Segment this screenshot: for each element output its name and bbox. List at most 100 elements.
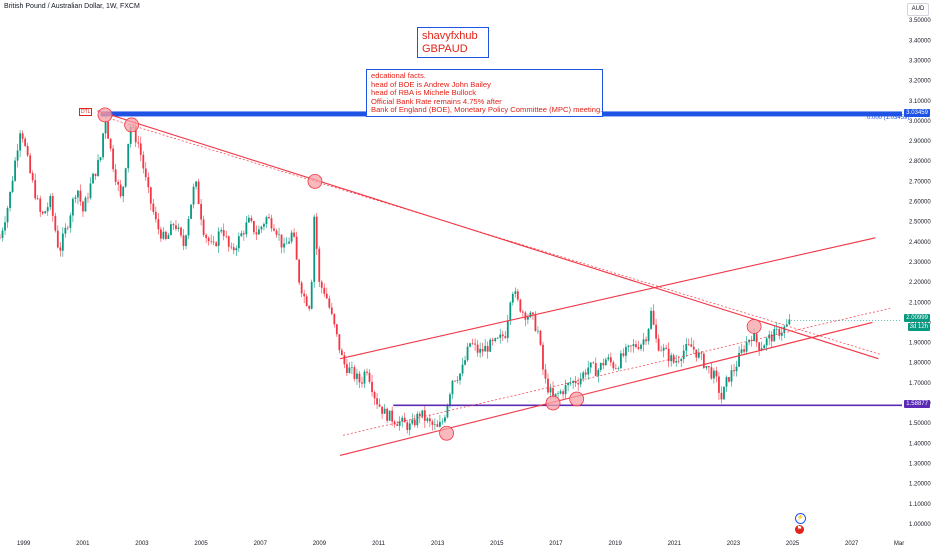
candle-body bbox=[59, 247, 62, 251]
candle-body bbox=[298, 259, 301, 283]
brand-annotation[interactable]: shavyfxhub GBPAUD bbox=[417, 27, 489, 58]
x-tick-label: 2019 bbox=[608, 541, 622, 547]
candle-body bbox=[107, 121, 109, 139]
candle-body bbox=[539, 330, 542, 345]
candle-body bbox=[340, 350, 343, 356]
candle-body bbox=[44, 211, 47, 214]
candle-body bbox=[222, 230, 225, 236]
candle-body bbox=[743, 349, 745, 352]
candle-body bbox=[217, 231, 220, 247]
touch-marker bbox=[97, 107, 113, 123]
candle-body bbox=[775, 328, 778, 330]
candle-body bbox=[159, 229, 162, 239]
candle-body bbox=[200, 204, 203, 220]
candle-body bbox=[242, 233, 245, 235]
candle-body bbox=[361, 382, 363, 384]
candle-body bbox=[210, 241, 213, 242]
candle-body bbox=[534, 314, 537, 332]
candle-body bbox=[64, 227, 67, 234]
candle-body bbox=[330, 307, 333, 314]
candle-body bbox=[454, 380, 456, 382]
candle-body bbox=[446, 404, 449, 418]
currency-selector[interactable]: AUD bbox=[907, 3, 929, 16]
candle-body bbox=[758, 342, 761, 351]
candle-body bbox=[366, 371, 368, 373]
candle-body bbox=[650, 310, 652, 329]
candle-body bbox=[552, 388, 554, 397]
candle-body bbox=[697, 352, 700, 358]
candle-body bbox=[780, 332, 783, 336]
candle-body bbox=[124, 168, 127, 187]
lightning-icon[interactable]: ⚡ bbox=[795, 513, 806, 524]
candle-body bbox=[403, 417, 406, 423]
candle-body bbox=[632, 344, 635, 347]
candle-body bbox=[529, 312, 532, 318]
candle-body bbox=[346, 364, 348, 373]
candle-body bbox=[285, 243, 288, 245]
candle-body bbox=[109, 138, 112, 149]
candle-body bbox=[177, 227, 180, 229]
candle-body bbox=[421, 410, 424, 417]
candle-body bbox=[310, 281, 313, 309]
touch-marker bbox=[569, 391, 585, 407]
candle-body bbox=[162, 231, 165, 239]
flag-icon[interactable]: ⚑ bbox=[795, 525, 804, 534]
candle-body bbox=[690, 344, 693, 347]
candle-body bbox=[71, 198, 74, 216]
candle-body bbox=[69, 215, 72, 228]
candle-body bbox=[406, 422, 409, 430]
candle-body bbox=[625, 347, 627, 356]
candle-body bbox=[700, 352, 703, 354]
candle-body bbox=[252, 220, 255, 233]
candle-body bbox=[303, 293, 306, 297]
candle-body bbox=[733, 370, 735, 372]
candle-body bbox=[617, 368, 620, 369]
candle-body bbox=[449, 394, 451, 405]
candle-body bbox=[682, 350, 685, 360]
candle-body bbox=[506, 320, 509, 338]
candle-body bbox=[579, 378, 582, 385]
candle-body bbox=[602, 363, 605, 366]
candle-body bbox=[197, 181, 200, 205]
x-tick-label: 2021 bbox=[668, 541, 682, 547]
candle-body bbox=[426, 418, 429, 421]
facts-annotation[interactable]: edcational facts. head of BOE is Andrew … bbox=[366, 69, 603, 117]
y-tick-label: 1.90000 bbox=[909, 341, 931, 347]
dotted-trendline bbox=[342, 307, 891, 436]
facts-line: Bank of England (BOE), Monetary Policy C… bbox=[371, 105, 603, 115]
candle-body bbox=[56, 230, 59, 248]
candle-body bbox=[554, 393, 557, 397]
y-tick-label: 2.50000 bbox=[909, 220, 931, 226]
candle-body bbox=[9, 191, 11, 209]
candle-body bbox=[258, 229, 260, 235]
candle-body bbox=[356, 373, 358, 379]
candle-body bbox=[597, 369, 600, 376]
candle-body bbox=[439, 421, 441, 427]
x-tick-label: 2001 bbox=[76, 541, 90, 547]
dotted-trendline bbox=[97, 114, 882, 355]
candle-body bbox=[685, 343, 688, 351]
candle-body bbox=[215, 242, 218, 247]
candle-body bbox=[263, 223, 265, 227]
candle-body bbox=[283, 243, 285, 248]
facts-line: head of RBA is Michele Bullock bbox=[371, 88, 477, 98]
trendline bbox=[339, 237, 876, 360]
candle-body bbox=[692, 346, 695, 350]
candle-body bbox=[680, 359, 683, 362]
candle-body bbox=[89, 183, 92, 199]
candle-body bbox=[574, 380, 577, 384]
candle-body bbox=[54, 215, 57, 231]
candle-body bbox=[655, 324, 657, 339]
candle-body bbox=[66, 227, 69, 229]
candle-body bbox=[750, 339, 753, 342]
candle-body bbox=[245, 222, 248, 235]
candle-body bbox=[154, 211, 157, 220]
candle-body bbox=[335, 324, 338, 335]
candle-body bbox=[134, 127, 137, 143]
candle-body bbox=[589, 362, 592, 368]
candle-body bbox=[562, 391, 564, 395]
candle-body bbox=[675, 360, 678, 363]
candle-body bbox=[645, 339, 647, 342]
candle-body bbox=[604, 359, 607, 366]
candle-body bbox=[413, 419, 416, 426]
